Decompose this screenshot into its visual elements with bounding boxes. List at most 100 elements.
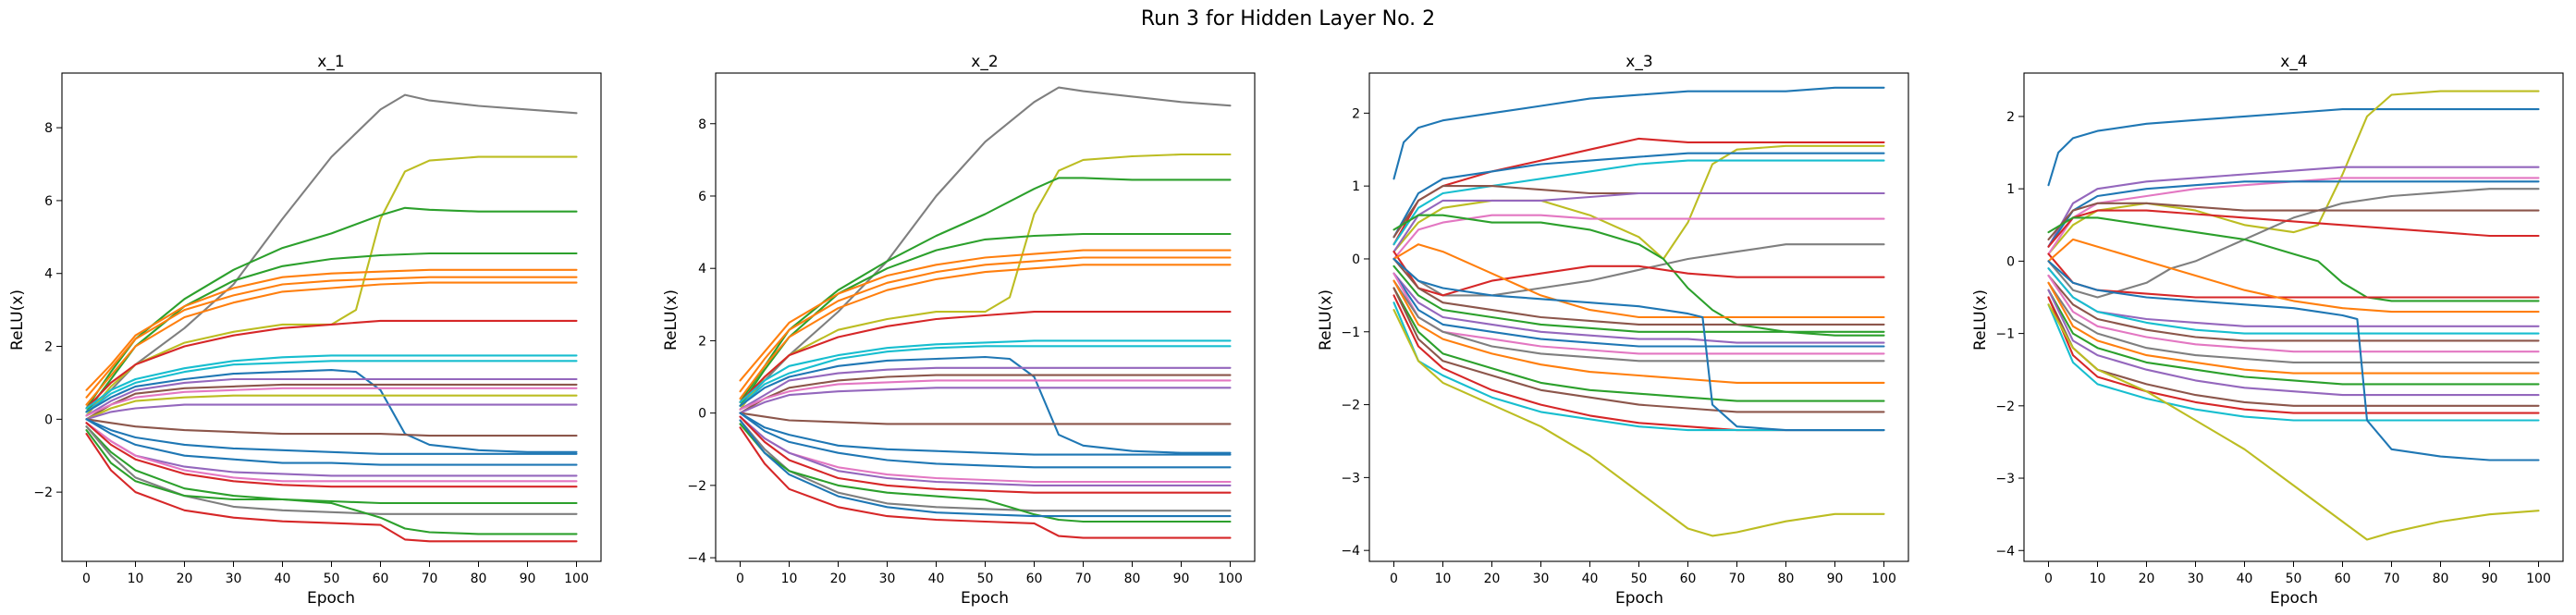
series-line-5 [1392,159,1885,246]
y-tick-label: −2 [1341,399,1360,413]
series-line-23 [2047,260,2540,461]
y-tick-label: 0 [2006,254,2015,269]
y-tick-label: 0 [1352,252,1360,267]
y-tick-label: 2 [698,334,706,349]
y-tick-label: −2 [1995,400,2015,414]
x-tick-label: 30 [2188,572,2204,586]
series-line-11 [739,355,1232,454]
series-line-24 [739,419,1232,518]
y-tick-label: −1 [1995,327,2015,342]
x-tick-label: 60 [1026,572,1043,586]
y-axis-label: ReLU(x) [1971,289,1990,351]
subplot-title: x_1 [317,53,344,71]
series-line-8 [2047,209,2540,248]
series-line-13 [85,383,578,421]
x-tick-label: 10 [1435,572,1452,586]
series-line-13 [739,374,1232,414]
x-tick-label: 80 [1124,572,1141,586]
x-tick-label: 60 [1680,572,1697,586]
series-line-16 [2047,281,2540,363]
series-line-16 [739,412,1232,425]
y-tick-label: 6 [44,194,53,209]
x-tick-label: 20 [1484,572,1501,586]
x-tick-label: 50 [324,572,340,586]
x-axis-label: Epoch [1615,589,1663,608]
x-tick-label: 20 [177,572,193,586]
x-tick-label: 40 [928,572,945,586]
series-line-3 [2047,166,2540,248]
series-line-7 [2047,202,2540,240]
x-tick-label: 40 [1582,572,1599,586]
series-line-1 [2047,108,2540,187]
series-line-17 [85,418,578,437]
series-line-9 [2047,216,2540,302]
y-tick-label: 8 [698,117,706,132]
series-line-10 [739,345,1232,407]
series-group [85,93,578,543]
series-line-5 [739,249,1232,382]
series-line-8 [739,311,1232,403]
y-tick-label: 8 [44,121,53,136]
series-line-14 [739,379,1232,411]
y-tick-label: −1 [1341,326,1360,340]
subplot-x2: x_2 Epoch ReLU(x) [662,53,1009,608]
axes-4: 0 10 20 30 40 50 60 70 80 90 100 −4 −3 −2 −1 0 1 2 [1995,72,2564,586]
x-tick-label: 10 [781,572,798,586]
series-line-22 [2047,303,2540,422]
series-line-6 [85,276,578,399]
x-tick-label: 0 [736,572,744,586]
series-line-12 [1392,243,1885,319]
axes-2: 0 10 20 30 40 50 60 70 80 90 100 −4 −2 0 2 4 6 8 [687,72,1256,586]
x-tick-label: 80 [1778,572,1795,586]
y-tick-label: 0 [698,407,706,422]
series-line-26 [85,433,578,543]
x-tick-label: 80 [2433,572,2449,586]
series-line-16 [1392,272,1885,348]
series-line-6 [739,256,1232,393]
x-tick-label: 100 [564,572,589,586]
subplot-x3: x_3 Epoch ReLU(x) [1317,53,1663,608]
x-axis-label: Epoch [2270,589,2318,608]
series-line-2 [2047,90,2540,255]
series-group [739,86,1232,539]
series-line-17 [2047,281,2540,375]
x-tick-label: 70 [2384,572,2400,586]
series-line-25 [1392,309,1885,537]
axes-3: 0 10 20 30 40 50 60 70 80 90 100 −4 −3 −2 −1 0 1 2 [1341,72,1909,586]
series-line-18 [85,418,578,455]
x-tick-label: 10 [128,572,144,586]
series-line-11 [2047,238,2540,314]
series-line-23 [739,423,1232,523]
y-axis-label: ReLU(x) [1317,289,1335,351]
series-line-7 [739,264,1232,400]
series-line-21 [739,415,1232,494]
y-tick-label: 4 [44,267,53,282]
series-line-18 [739,412,1232,469]
series-line-24 [1392,257,1885,432]
x-tick-label: 60 [373,572,389,586]
x-tick-label: 90 [520,572,536,586]
x-tick-label: 0 [2044,572,2053,586]
x-tick-label: 100 [1871,572,1896,586]
subplot-title: x_2 [971,53,998,71]
series-line-11 [1392,251,1885,297]
x-tick-label: 80 [471,572,487,586]
y-tick-label: −4 [1995,544,2015,559]
y-axis-label: ReLU(x) [8,289,27,351]
series-line-21 [1392,287,1885,413]
series-line-15 [85,394,578,421]
series-line-15 [2047,274,2540,353]
x-tick-label: 70 [1729,572,1746,586]
series-line-14 [85,387,578,417]
y-tick-label: 1 [1352,179,1360,194]
series-line-16 [85,403,578,421]
series-line-4 [2047,177,2540,255]
series-group [2047,90,2540,541]
x-tick-label: 100 [2526,572,2551,586]
series-line-8 [1392,214,1885,261]
series-line-10 [85,360,578,413]
series-line-20 [739,415,1232,486]
y-tick-label: −3 [1995,472,2015,486]
